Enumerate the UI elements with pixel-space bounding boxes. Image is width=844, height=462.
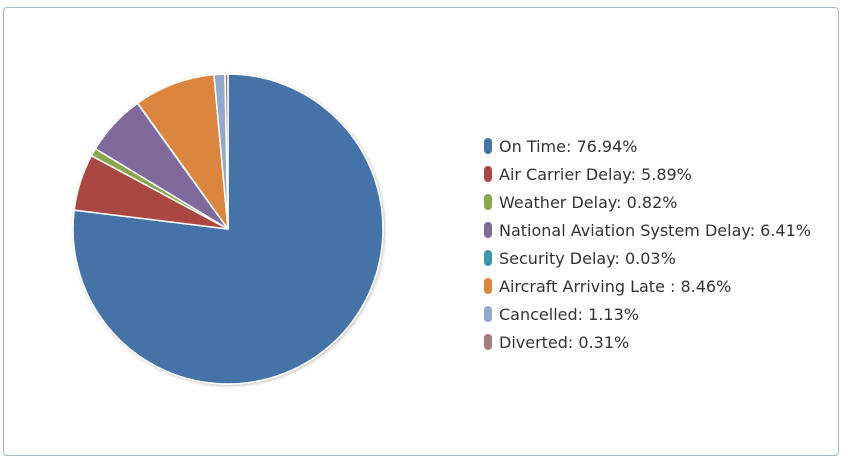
- legend-item-security-delay[interactable]: Security Delay: 0.03%: [484, 244, 811, 272]
- legend-swatch: [484, 250, 492, 266]
- legend-label: On Time: 76.94%: [499, 136, 638, 156]
- legend-label: Cancelled: 1.13%: [499, 304, 639, 324]
- legend-label: Aircraft Arriving Late : 8.46%: [499, 276, 732, 296]
- pie-slice-on-time[interactable]: [72, 73, 384, 385]
- legend-item-national-aviation-system-delay[interactable]: National Aviation System Delay: 6.41%: [484, 216, 811, 244]
- legend-item-diverted[interactable]: Diverted: 0.31%: [484, 328, 811, 356]
- pie-chart: [72, 73, 384, 385]
- legend-label: Security Delay: 0.03%: [499, 248, 676, 268]
- legend-swatch: [484, 306, 492, 322]
- legend-item-weather-delay[interactable]: Weather Delay: 0.82%: [484, 188, 811, 216]
- legend-swatch: [484, 138, 492, 154]
- legend-label: National Aviation System Delay: 6.41%: [499, 220, 811, 240]
- legend-item-cancelled[interactable]: Cancelled: 1.13%: [484, 300, 811, 328]
- legend-swatch: [484, 222, 492, 238]
- legend-swatch: [484, 334, 492, 350]
- legend-label: Weather Delay: 0.82%: [499, 192, 678, 212]
- legend-swatch: [484, 278, 492, 294]
- legend-item-on-time[interactable]: On Time: 76.94%: [484, 132, 811, 160]
- chart-card: On Time: 76.94% Air Carrier Delay: 5.89% W…: [3, 7, 839, 456]
- legend-swatch: [484, 166, 492, 182]
- pie-slice-diverted[interactable]: [224, 73, 229, 230]
- legend-item-air-carrier-delay[interactable]: Air Carrier Delay: 5.89%: [484, 160, 811, 188]
- legend-item-aircraft-arriving-late[interactable]: Aircraft Arriving Late : 8.46%: [484, 272, 811, 300]
- legend-label: Diverted: 0.31%: [499, 332, 630, 352]
- legend-label: Air Carrier Delay: 5.89%: [499, 164, 692, 184]
- chart-legend: On Time: 76.94% Air Carrier Delay: 5.89% W…: [484, 132, 811, 356]
- legend-swatch: [484, 194, 492, 210]
